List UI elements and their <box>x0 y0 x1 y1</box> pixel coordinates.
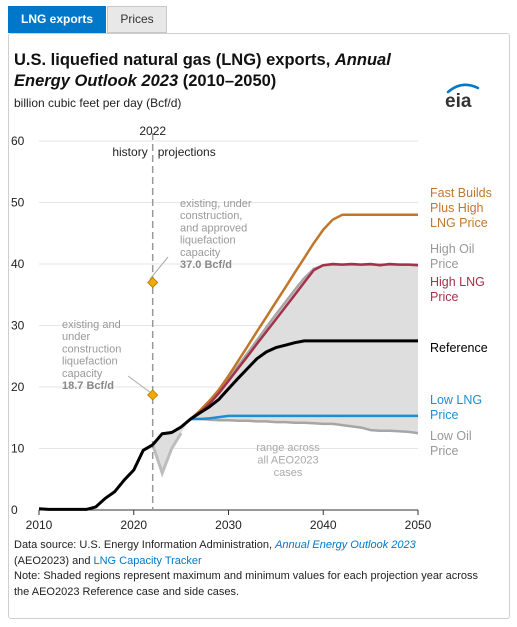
label-high-lng: Price <box>430 290 459 304</box>
source-mid: (AEO2023) and <box>14 554 94 567</box>
divider-year-label: 2022 <box>139 124 166 138</box>
label-high-oil: High Oil <box>430 242 474 256</box>
label-reference: Reference <box>430 341 488 355</box>
capacity-leader-line <box>149 256 169 280</box>
capacity-marker-point <box>147 389 159 401</box>
range-annotation-line: cases <box>274 467 303 479</box>
capacity-annotation-line: existing, under <box>180 198 252 210</box>
label-low-oil: Low Oil <box>430 429 472 443</box>
range-annotation-line: range across <box>256 442 320 454</box>
note-text: Note: Shaded regions represent maximum a… <box>14 570 479 598</box>
tab-lng-exports[interactable]: LNG exports <box>8 6 106 33</box>
tab-prices[interactable]: Prices <box>107 6 167 33</box>
label-low-oil: Price <box>430 444 459 458</box>
label-high-lng: High LNG <box>430 275 485 289</box>
capacity-leader-line <box>127 375 150 393</box>
capacity-annotation-line: capacity <box>62 368 103 380</box>
eia-logo: eia <box>442 82 490 117</box>
capacity-annotation-line: and approved <box>180 222 247 234</box>
source-prefix: Data source: U.S. Energy Information Adm… <box>14 539 276 551</box>
y-tick-label: 20 <box>11 380 25 394</box>
x-tick-label: 2030 <box>215 518 242 532</box>
capacity-tracker-link[interactable]: LNG Capacity Tracker <box>93 554 202 567</box>
capacity-marker-point <box>147 276 159 289</box>
aeo-link[interactable]: Annual Energy Outlook 2023 <box>275 539 416 551</box>
capacity-annotation-line: capacity <box>180 247 221 259</box>
x-tick-label: 2010 <box>26 518 53 532</box>
label-fast-builds: LNG Price <box>430 216 488 230</box>
projections-label: projections <box>158 145 216 159</box>
y-tick-label: 60 <box>11 134 25 148</box>
capacity-annotation-line: construction <box>62 343 121 355</box>
range-band <box>152 264 418 474</box>
capacity-annotation-line: under <box>62 331 90 343</box>
history-label: history <box>112 145 147 159</box>
history-line <box>38 443 154 511</box>
eia-logo-text: eia <box>445 91 472 112</box>
footnote: Data source: U.S. Energy Information Adm… <box>14 538 494 600</box>
label-fast-builds: Plus High <box>430 201 484 215</box>
chart-title: U.S. liquefied natural gas (LNG) exports… <box>14 50 434 92</box>
y-tick-label: 40 <box>11 257 25 271</box>
label-low-lng: Price <box>430 408 459 422</box>
label-fast-builds: Fast Builds <box>430 186 492 200</box>
x-tick-label: 2040 <box>310 518 337 532</box>
y-tick-label: 10 <box>11 442 25 456</box>
capacity-annotation-line: liquefaction <box>62 356 118 368</box>
label-high-oil: Price <box>430 257 459 271</box>
range-annotation-line: all AEO2023 <box>257 455 318 467</box>
capacity-annotation-value: 18.7 Bcf/d <box>62 380 114 392</box>
series-line-low-lng-price <box>151 414 418 446</box>
capacity-annotation-line: construction, <box>180 210 242 222</box>
label-low-lng: Low LNG <box>430 393 482 407</box>
x-tick-label: 2050 <box>405 518 432 532</box>
chart-units: billion cubic feet per day (Bcf/d) <box>14 96 182 110</box>
capacity-annotation-line: liquefaction <box>180 235 236 247</box>
series-line-reference <box>151 339 418 446</box>
capacity-annotation-line: existing and <box>62 319 121 331</box>
y-tick-label: 0 <box>11 503 18 517</box>
x-tick-label: 2020 <box>120 518 147 532</box>
title-italic: Annual Energy Outlook 2023 <box>14 51 391 90</box>
y-tick-label: 30 <box>11 319 25 333</box>
y-tick-label: 50 <box>11 196 25 210</box>
capacity-annotation-value: 37.0 Bcf/d <box>180 259 232 271</box>
title-main: U.S. liquefied natural gas (LNG) exports… <box>14 51 335 69</box>
title-suffix: (2010–2050) <box>178 72 277 90</box>
